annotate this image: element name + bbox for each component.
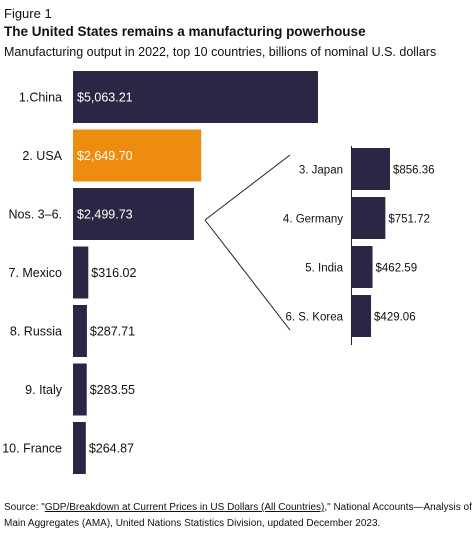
breakout-bar-3 [352,295,372,337]
value-label-5: $283.55 [90,383,135,397]
callout-line-top [204,154,291,221]
bar-6 [73,422,86,474]
category-label-4: 8. Russia [10,325,62,339]
value-label-1: $2,649.70 [77,149,133,163]
category-label-6: 10. France [2,442,62,456]
category-label-0: 1.China [19,91,62,105]
bar-2 [73,188,194,240]
breakout-value-label-2: $462.59 [376,263,418,275]
value-label-6: $264.87 [89,442,134,456]
breakout-category-label-3: 6. S. Korea [285,312,343,324]
breakout-category-label-2: 5. India [305,263,343,275]
source-suffix: ," National Accounts—Analysis of Main Ag… [4,502,472,529]
bar-3 [73,246,89,299]
category-label-5: 9. Italy [25,383,63,397]
bar-5 [73,363,87,416]
value-label-2: $2,499.73 [77,208,133,222]
source-note: Source: "GDP/Breakdown at Current Prices… [4,500,472,532]
figure-label: Figure 1 [4,6,52,21]
category-label-2: Nos. 3–6. [8,208,62,222]
bar-0 [73,71,318,123]
chart-subtitle: Manufacturing output in 2022, top 10 cou… [4,45,437,59]
breakout-bar-0 [352,148,390,190]
source-prefix: Source: " [4,502,45,513]
breakout-bar-2 [352,246,373,288]
callout-line-bottom [204,219,291,331]
breakout-bar-1 [352,197,386,239]
breakout-category-label-1: 4. Germany [283,214,343,226]
bar-chart: 1.China $5,063.21 2. USA $2,649.70 Nos. 3–6.… [2,71,435,474]
bar-4 [73,305,87,357]
breakout-value-label-0: $856.36 [393,165,435,177]
breakout-category-label-0: 3. Japan [299,165,343,177]
value-label-3: $316.02 [91,266,136,280]
breakout-value-label-3: $429.06 [374,312,416,324]
category-label-1: 2. USA [22,149,62,163]
bar-1 [73,129,202,182]
breakout-value-label-1: $751.72 [388,214,430,226]
value-label-4: $287.71 [90,325,135,339]
source-link[interactable]: GDP/Breakdown at Current Prices in US Do… [44,502,325,513]
value-label-0: $5,063.21 [77,91,133,105]
category-label-3: 7. Mexico [9,266,63,280]
chart-title: The United States remains a manufacturin… [4,24,366,39]
